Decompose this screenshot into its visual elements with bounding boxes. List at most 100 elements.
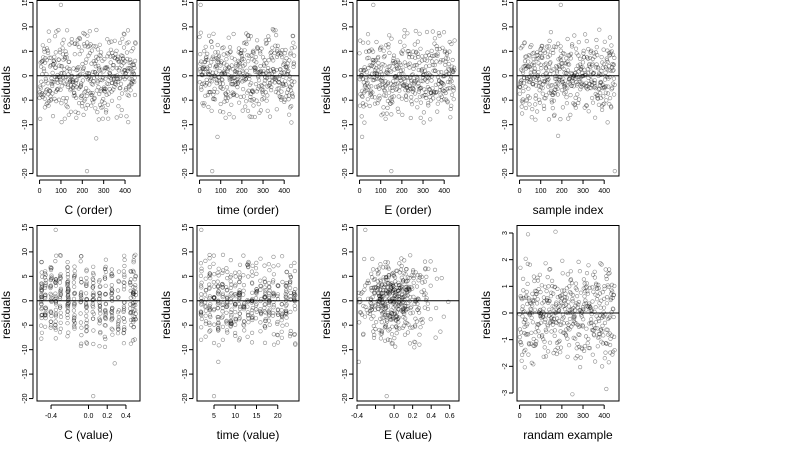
- data-point: [288, 275, 293, 280]
- data-point: [201, 70, 206, 75]
- data-point: [242, 76, 247, 81]
- data-point: [438, 60, 443, 65]
- data-point: [267, 288, 272, 293]
- data-point: [133, 299, 138, 305]
- data-point: [366, 40, 371, 45]
- data-point: [275, 310, 280, 316]
- data-point: [213, 70, 218, 75]
- data-point: [45, 81, 51, 86]
- data-point: [208, 302, 213, 307]
- data-point: [525, 93, 531, 99]
- data-point: [371, 277, 377, 283]
- data-point: [219, 71, 225, 76]
- data-point: [434, 305, 439, 311]
- data-point: [82, 98, 87, 103]
- data-point: [58, 79, 63, 85]
- data-point: [207, 285, 212, 290]
- data-point: [237, 279, 242, 285]
- data-point: [410, 286, 415, 291]
- data-point: [250, 49, 255, 55]
- data-point: [551, 50, 556, 56]
- data-point: [45, 48, 50, 53]
- data-point: [84, 341, 90, 346]
- data-point: [207, 72, 212, 77]
- data-point: [89, 81, 94, 86]
- data-point: [593, 86, 598, 91]
- data-point: [107, 72, 113, 77]
- data-point: [589, 69, 594, 74]
- data-point: [387, 68, 392, 73]
- data-point: [93, 44, 98, 49]
- data-point: [369, 94, 375, 100]
- data-point: [606, 50, 612, 56]
- data-point: [384, 317, 389, 323]
- data-point: [593, 292, 598, 297]
- data-point: [123, 71, 128, 76]
- y-tick-label: -5: [182, 322, 189, 328]
- data-point: [46, 29, 51, 34]
- data-point: [242, 78, 247, 83]
- data-point: [92, 95, 97, 101]
- data-point: [58, 77, 63, 82]
- data-point: [423, 64, 429, 69]
- data-point: [279, 335, 285, 340]
- data-point: [121, 287, 127, 292]
- data-point: [91, 290, 96, 295]
- data-point: [220, 302, 225, 308]
- data-point: [561, 84, 567, 89]
- data-point: [383, 82, 389, 88]
- data-point: [211, 92, 216, 97]
- data-point: [375, 76, 380, 82]
- data-point: [79, 280, 84, 285]
- data-point: [292, 45, 297, 50]
- data-point: [133, 308, 138, 313]
- data-point: [386, 281, 391, 286]
- data-point: [600, 102, 606, 107]
- data-point: [431, 89, 437, 94]
- data-point: [452, 38, 457, 43]
- data-point: [552, 76, 558, 81]
- data-point: [548, 88, 554, 93]
- data-point: [128, 277, 133, 282]
- data-point: [582, 73, 588, 78]
- data-point: [71, 308, 76, 313]
- data-point: [418, 85, 423, 91]
- x-axis-title: time (order): [217, 203, 279, 217]
- data-point: [434, 89, 439, 95]
- data-point: [103, 76, 108, 81]
- data-point: [212, 97, 218, 102]
- data-point: [47, 88, 52, 94]
- data-point: [368, 91, 374, 96]
- data-point: [198, 61, 203, 66]
- data-point: [292, 294, 297, 299]
- data-point: [390, 288, 395, 293]
- data-point: [129, 323, 134, 328]
- data-point-outlier: [58, 2, 64, 8]
- data-point: [53, 277, 59, 282]
- data-point: [433, 68, 438, 74]
- data-point: [361, 303, 366, 309]
- data-point: [540, 73, 546, 78]
- data-point: [84, 302, 89, 307]
- data-point: [594, 93, 600, 98]
- data-point: [290, 33, 295, 39]
- data-point: [209, 60, 214, 65]
- data-point: [573, 76, 578, 81]
- data-point: [269, 85, 274, 90]
- data-point: [116, 295, 121, 300]
- data-point: [49, 277, 54, 282]
- data-point: [448, 74, 454, 79]
- data-point: [65, 280, 70, 285]
- data-point: [530, 76, 536, 81]
- data-point: [109, 307, 115, 312]
- data-point: [203, 287, 208, 293]
- data-point: [202, 304, 208, 309]
- data-point: [387, 50, 392, 56]
- data-point: [109, 313, 115, 319]
- data-point: [603, 73, 608, 79]
- data-point: [253, 81, 259, 87]
- data-point: [103, 323, 108, 328]
- data-point: [66, 112, 71, 117]
- data-point: [128, 310, 133, 315]
